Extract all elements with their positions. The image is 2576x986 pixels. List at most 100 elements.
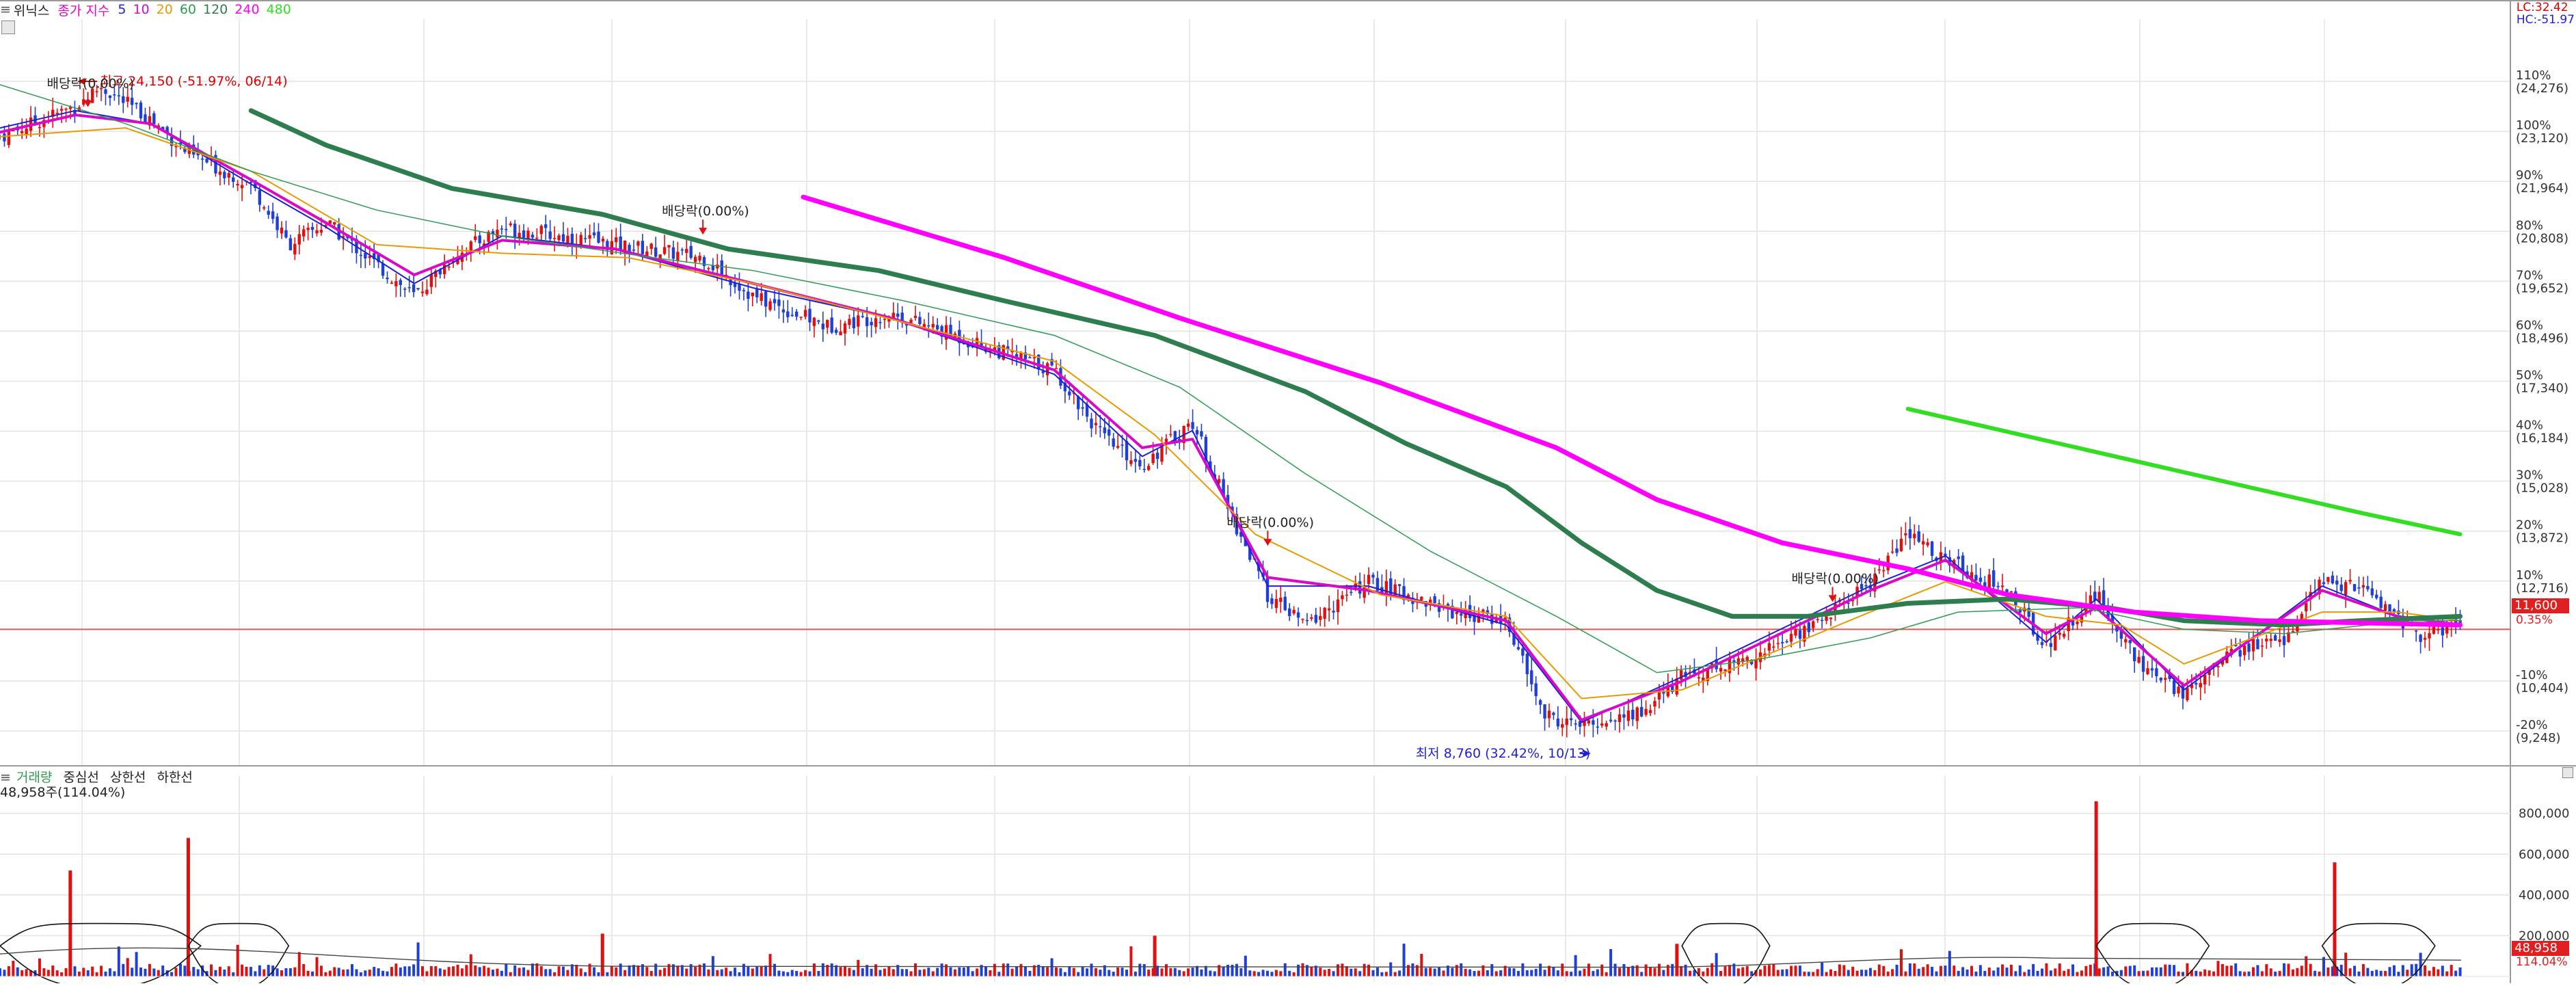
candle-body	[808, 308, 811, 323]
y-tick-price: (21,964)	[2516, 181, 2568, 196]
candle-body	[2115, 626, 2119, 632]
candle-body	[209, 158, 213, 161]
y-tick-pct: 110%	[2516, 68, 2551, 83]
volume-bar	[1328, 968, 1331, 976]
volume-bar	[962, 967, 965, 976]
volume-bar	[1384, 972, 1388, 976]
volume-y-tick: 800,000	[2519, 807, 2569, 821]
candle-body	[407, 287, 411, 289]
volume-bar	[1028, 970, 1032, 976]
volume-bar	[940, 963, 943, 976]
volume-bar	[1516, 970, 1520, 976]
volume-bar	[161, 965, 165, 976]
volume-bar	[1490, 963, 1494, 976]
candle-body	[1834, 603, 1837, 615]
volume-bar	[1010, 968, 1014, 976]
volume-panel-toggle-icon[interactable]	[2562, 767, 2573, 778]
candle-body	[416, 288, 420, 290]
candle-body	[583, 238, 587, 239]
volume-bar	[1283, 963, 1287, 976]
volume-bar	[645, 967, 649, 976]
volume-bar	[1556, 970, 1559, 976]
candle-body	[306, 228, 310, 230]
candle-body	[1160, 445, 1164, 462]
volume-bar	[1583, 968, 1586, 976]
volume-bar	[1974, 971, 1978, 976]
volume-bar	[835, 965, 838, 976]
menu-icon[interactable]: ≡	[0, 770, 11, 785]
candle-body	[301, 229, 306, 237]
volume-bar	[870, 968, 873, 976]
panel-toggle-icon[interactable]	[1, 21, 15, 34]
candle-body	[513, 224, 517, 237]
volume-bar	[420, 966, 424, 976]
volume-bar	[1983, 970, 1987, 976]
volume-bar	[1279, 971, 1283, 976]
volume-bar	[2203, 969, 2207, 976]
volume-bar	[2397, 972, 2400, 976]
volume-bar	[826, 965, 829, 976]
volume-bar	[1420, 954, 1423, 976]
candle-body	[716, 265, 719, 269]
candle-body	[2318, 579, 2321, 595]
volume-bar	[1877, 964, 1881, 976]
volume-bar	[2379, 970, 2383, 976]
candle-body	[1041, 371, 1045, 373]
candle-body	[381, 263, 385, 276]
candle-body	[1899, 538, 1903, 552]
candle-body	[1851, 600, 1855, 602]
volume-bar	[148, 963, 151, 976]
volume-bar	[2027, 969, 2030, 976]
candle-body	[592, 232, 596, 236]
candle-body	[2005, 589, 2009, 594]
volume-bar	[2040, 968, 2043, 976]
volume-bar	[1790, 965, 1793, 976]
candle-body	[3, 133, 6, 142]
volume-bar	[1477, 970, 1480, 976]
volume-bar	[1838, 964, 1841, 976]
volume-pct-tag: 114.04%	[2516, 955, 2568, 969]
volume-bar	[1160, 968, 1164, 976]
volume-current: 48,958주(114.04%)	[0, 785, 126, 800]
candle-body	[487, 232, 490, 242]
candle-body	[2458, 619, 2462, 624]
candle-body	[2089, 595, 2093, 607]
volume-bar	[773, 963, 776, 976]
candle-body	[1345, 594, 1349, 596]
menu-icon[interactable]: ≡	[0, 2, 11, 17]
y-tick-pct: -10%	[2516, 668, 2548, 682]
volume-bar	[51, 965, 55, 976]
candle-body	[1741, 658, 1745, 663]
candle-body	[1045, 363, 1049, 375]
volume-bar	[971, 971, 974, 976]
candle-body	[1265, 577, 1270, 602]
volume-bar	[2067, 969, 2070, 976]
candle-body	[1094, 423, 1098, 425]
candle-body	[1133, 459, 1138, 462]
volume-bar	[2032, 963, 2035, 976]
candle-body	[386, 278, 389, 280]
ma-line-10	[0, 114, 2462, 722]
candle-body	[1063, 382, 1067, 392]
candle-body	[2242, 645, 2246, 656]
volume-bar	[1468, 969, 1472, 976]
volume-bar	[1794, 965, 1797, 976]
volume-bar	[584, 972, 587, 976]
volume-bar	[2388, 967, 2391, 976]
volume-bar	[821, 963, 824, 976]
volume-bar	[1429, 968, 1432, 976]
candle-body	[469, 241, 473, 252]
candle-body	[790, 315, 794, 316]
candle-body	[2000, 585, 2004, 587]
candle-body	[557, 235, 561, 241]
volume-bar	[2296, 968, 2299, 976]
candle-body	[1521, 648, 1525, 656]
candle-body	[1957, 556, 1960, 559]
volume-bar	[1270, 972, 1274, 976]
volume-bar	[1332, 971, 1335, 976]
volume-bar	[1812, 972, 1815, 976]
candle-body	[1525, 654, 1529, 674]
volume-bar	[619, 963, 622, 976]
candle-body	[297, 234, 301, 245]
candle-body	[615, 237, 618, 243]
